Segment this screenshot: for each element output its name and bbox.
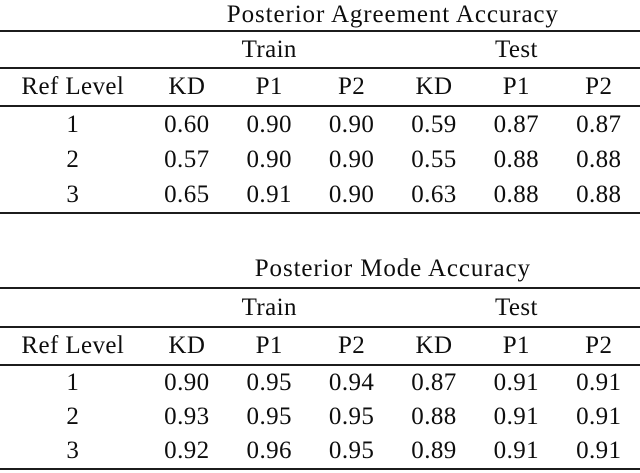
group-header-train: Train	[145, 31, 393, 69]
group-header-test: Test	[392, 288, 640, 328]
ref-level-value: 2	[66, 403, 80, 430]
cell-test-kd: 0.89	[392, 434, 476, 470]
ref-level-value: 3	[0, 434, 146, 470]
cell-test-kd: 0.59	[411, 110, 457, 138]
group-header-row: Train Test	[0, 288, 640, 328]
cell-train-p2: 0.95	[310, 434, 393, 470]
cell-test-p1: 0.88	[475, 177, 558, 214]
cell-train-kd: 0.60	[164, 110, 210, 138]
cell-test-kd: 0.88	[411, 403, 457, 430]
col-header-test-p2: P2	[557, 327, 640, 366]
cell-train-p2: 0.90	[328, 145, 375, 173]
table-row: 2 0.57 0.90 0.90 0.55 0.88 0.88	[0, 142, 640, 177]
cell-train-p2: 0.90	[310, 177, 393, 214]
cell-test-p1: 0.91	[475, 434, 558, 470]
table-title: Posterior Mode Accuracy	[145, 251, 640, 289]
group-header-row: Train Test	[0, 31, 640, 69]
posterior-mode-table: Posterior Mode Accuracy Train Test Ref L…	[0, 251, 640, 470]
cell-train-p1: 0.95	[246, 369, 292, 396]
col-header-test-p1: P1	[475, 327, 558, 366]
cell-train-p2: 0.94	[328, 369, 375, 396]
col-header-test-kd: KD	[392, 68, 476, 107]
cell-train-kd: 0.57	[164, 145, 210, 173]
cell-test-kd: 0.63	[392, 177, 476, 214]
table-row: 3 0.92 0.96 0.95 0.89 0.91 0.91	[0, 434, 640, 470]
cell-train-kd: 0.93	[164, 403, 210, 430]
col-header-train-p1: P1	[228, 68, 311, 107]
table-row: 2 0.93 0.95 0.95 0.88 0.91 0.91	[0, 400, 640, 434]
cell-test-p1: 0.88	[493, 145, 540, 173]
cell-train-p1: 0.91	[228, 177, 311, 214]
group-header-train: Train	[145, 288, 393, 328]
cell-test-kd: 0.87	[411, 369, 457, 396]
posterior-agreement-table: Posterior Agreement Accuracy Train Test …	[0, 0, 640, 214]
column-header-row: Ref Level KD P1 P2 KD P1 P2	[0, 327, 640, 366]
cell-test-p2: 0.88	[557, 177, 640, 214]
ref-level-value: 1	[66, 110, 80, 138]
cell-test-kd: 0.55	[411, 145, 457, 173]
col-header-test-p1: P1	[475, 68, 558, 107]
ref-level-value: 2	[66, 145, 80, 173]
group-header-test: Test	[392, 31, 640, 69]
table-row: 1 0.90 0.95 0.94 0.87 0.91 0.91	[0, 365, 640, 400]
col-header-ref-level: Ref Level	[0, 68, 146, 107]
col-header-train-p2: P2	[310, 327, 393, 366]
table-title: Posterior Agreement Accuracy	[145, 0, 640, 32]
cell-test-p2: 0.91	[576, 369, 622, 396]
cell-train-p1: 0.90	[246, 110, 292, 138]
cell-test-p1: 0.87	[493, 110, 540, 138]
table-title-row: Posterior Agreement Accuracy	[0, 0, 640, 32]
cell-test-p1: 0.91	[493, 403, 540, 430]
cell-train-kd: 0.90	[164, 369, 210, 396]
table-row: 3 0.65 0.91 0.90 0.63 0.88 0.88	[0, 177, 640, 214]
table-title-row: Posterior Mode Accuracy	[0, 251, 640, 289]
cell-train-p1: 0.96	[228, 434, 311, 470]
col-header-test-kd: KD	[392, 327, 476, 366]
cell-train-kd: 0.65	[145, 177, 229, 214]
cell-train-p1: 0.95	[246, 403, 292, 430]
cell-test-p2: 0.91	[576, 403, 622, 430]
cell-test-p2: 0.88	[576, 145, 622, 173]
ref-level-value: 1	[66, 369, 80, 396]
cell-test-p2: 0.87	[576, 110, 622, 138]
table-row: 1 0.60 0.90 0.90 0.59 0.87 0.87	[0, 106, 640, 142]
title-spacer	[0, 251, 146, 289]
cell-train-p2: 0.90	[328, 110, 375, 138]
col-header-train-kd: KD	[145, 68, 229, 107]
cell-test-p2: 0.91	[557, 434, 640, 470]
col-header-ref-level: Ref Level	[0, 327, 146, 366]
col-header-train-kd: KD	[145, 327, 229, 366]
column-header-row: Ref Level KD P1 P2 KD P1 P2	[0, 68, 640, 107]
cell-train-kd: 0.92	[145, 434, 229, 470]
cell-train-p2: 0.95	[328, 403, 375, 430]
cell-train-p1: 0.90	[246, 145, 292, 173]
ref-level-value: 3	[0, 177, 146, 214]
col-header-test-p2: P2	[557, 68, 640, 107]
group-spacer	[0, 288, 146, 328]
group-spacer	[0, 31, 146, 69]
col-header-train-p2: P2	[310, 68, 393, 107]
col-header-train-p1: P1	[228, 327, 311, 366]
title-spacer	[0, 0, 146, 32]
cell-test-p1: 0.91	[493, 369, 540, 396]
